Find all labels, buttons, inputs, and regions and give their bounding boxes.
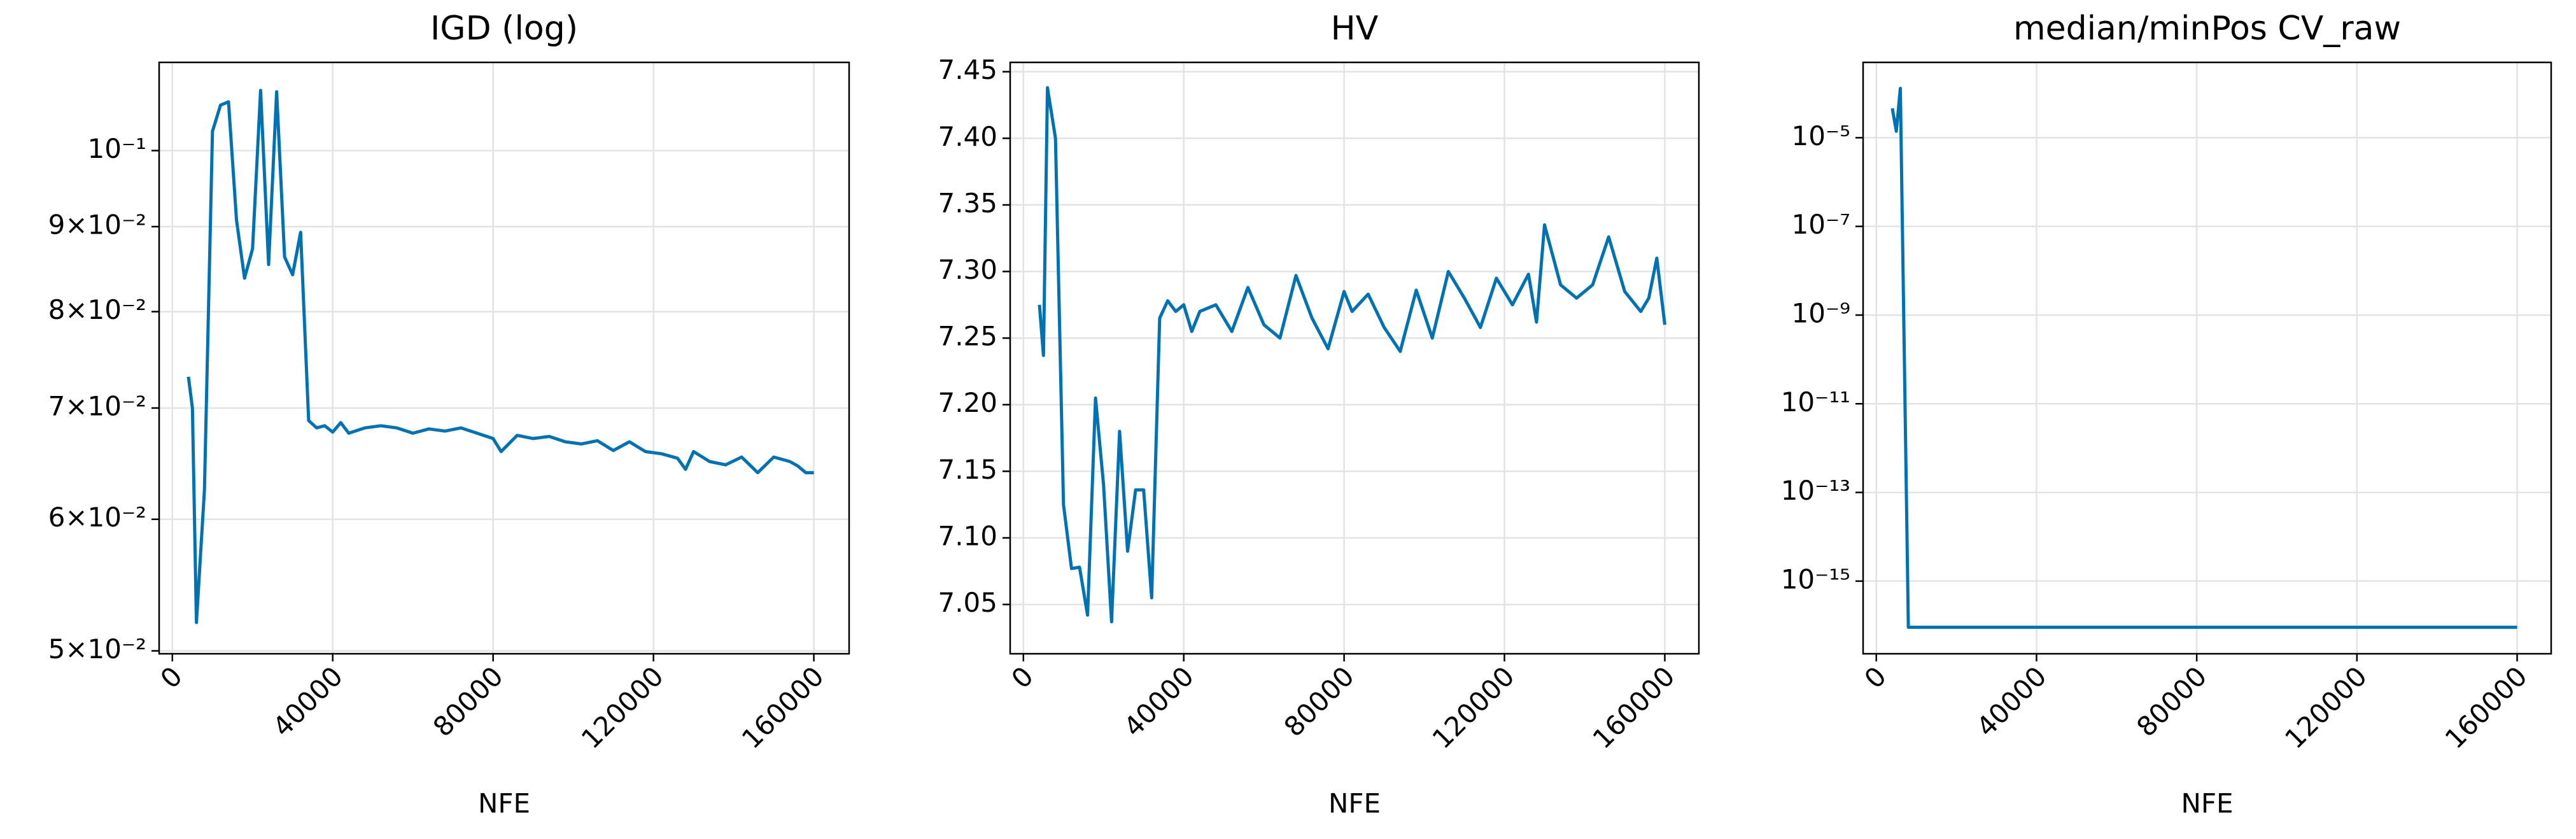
y-tick-label: 6×10⁻² (48, 502, 146, 533)
y-tick-label: 10⁻⁹ (1792, 297, 1850, 328)
y-tick-label: 7.15 (938, 454, 997, 485)
x-tick-label: 120000 (575, 661, 670, 755)
x-tick-label: 80000 (1278, 661, 1360, 743)
y-tick-label: 10⁻¹¹ (1781, 386, 1850, 418)
y-tick-label: 7.35 (938, 187, 997, 218)
x-tick-label: 40000 (267, 661, 349, 743)
x-axis-label: NFE (478, 788, 530, 819)
y-tick-label: 9×10⁻² (48, 209, 146, 241)
y-tick-label: 7.10 (938, 520, 997, 551)
x-tick-label: 120000 (1426, 661, 1521, 755)
y-tick-label: 7.40 (938, 121, 997, 152)
axes-frame (1009, 61, 1700, 655)
x-tick-label: 80000 (427, 661, 509, 743)
data-line (1890, 87, 2517, 629)
y-tick-label: 7.45 (938, 54, 997, 85)
y-tick-label: 8×10⁻² (48, 294, 146, 325)
x-tick-label: 160000 (2439, 661, 2533, 755)
y-tick-label: 10⁻¹⁵ (1781, 563, 1850, 595)
axes-frame (1862, 61, 2552, 655)
x-tick-label: 80000 (2130, 661, 2213, 743)
y-tick-label: 10⁻¹ (88, 133, 146, 164)
axes-frame (158, 61, 850, 655)
y-tick-label: 7.30 (938, 254, 997, 285)
x-tick-label: 40000 (1971, 661, 2053, 743)
y-tick-label: 7.25 (938, 321, 997, 352)
y-tick-label: 7.05 (938, 587, 997, 618)
x-tick-label: 160000 (1587, 661, 1681, 755)
y-tick-label: 5×10⁻² (48, 633, 146, 665)
x-tick-label: 0 (1858, 661, 1892, 695)
x-axis-label: NFE (2181, 788, 2233, 819)
x-tick-label: 160000 (736, 661, 830, 755)
x-tick-label: 0 (154, 661, 188, 695)
x-tick-label: 0 (1005, 661, 1039, 695)
chart-title: median/minPos CV_raw (2013, 10, 2401, 48)
y-tick-label: 10⁻⁵ (1792, 120, 1850, 152)
data-line (187, 88, 814, 624)
chart-title: IGD (log) (430, 10, 578, 48)
x-tick-label: 120000 (2279, 661, 2373, 755)
y-tick-label: 10⁻⁷ (1792, 209, 1850, 240)
y-tick-label: 7×10⁻² (48, 390, 146, 421)
x-tick-label: 40000 (1118, 661, 1200, 743)
y-tick-label: 7.20 (938, 387, 997, 418)
data-line (1038, 86, 1666, 624)
x-axis-label: NFE (1328, 788, 1381, 819)
chart-title: HV (1331, 10, 1379, 48)
y-tick-label: 10⁻¹³ (1781, 475, 1850, 506)
